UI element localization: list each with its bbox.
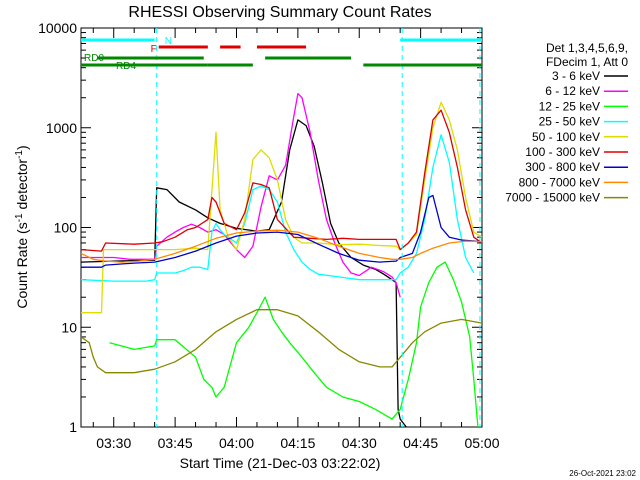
legend-label: 3 - 6 keV [552,69,600,83]
x-tick-marks [92,28,483,427]
attenuator-label: N [165,36,172,47]
footer-timestamp: 26-Oct-2021 23:02 [569,469,636,478]
x-tick-label: 03:30 [96,435,131,451]
legend-header-line-1: Det 1,3,4,5,6,9, [546,41,628,55]
y-tick-label: 100 [54,220,78,236]
legend-label: 50 - 100 keV [532,130,600,144]
chart-title: RHESSI Observing Summary Count Rates [128,4,431,21]
y-axis-label: Count Rate (s-1 detector-1) [14,145,31,308]
y-tick-label: 1 [69,419,77,435]
x-tick-label: 04:30 [342,435,377,451]
legend-label: 25 - 50 keV [539,115,600,129]
series-line [80,119,407,428]
legend-label: 6 - 12 keV [545,84,600,98]
x-tick-label: 04:15 [280,435,315,451]
legend-header-line-2: FDecim 1, Att 0 [546,55,628,69]
y-tick-labels: 1 10 100 1000 10000 [38,20,77,435]
attenuator-bars: NF RD0 RD4 [81,36,482,72]
legend-label: 800 - 7000 keV [519,175,600,189]
series-line [80,309,483,374]
series-line [80,109,483,252]
x-tick-label: 05:00 [464,435,499,451]
y-tick-label: 1000 [46,120,77,136]
series-line [81,101,483,314]
y-tick-label: 10000 [38,20,77,36]
x-tick-label: 04:45 [403,435,438,451]
series-line [109,261,479,428]
attenuator-label: F [151,44,157,55]
x-tick-label: 04:00 [219,435,254,451]
series-line [80,134,475,282]
attenuator-label: RD4 [116,61,136,72]
series-lines [80,92,483,428]
x-tick-label: 03:45 [158,435,193,451]
legend-label: 100 - 300 keV [525,145,600,159]
x-axis-label: Start Time (21-Dec-03 03:22:02) [180,455,381,471]
legend-label: 300 - 800 keV [525,160,600,174]
series-line [81,194,483,268]
legend-label: 7000 - 15000 keV [505,191,600,205]
series-line [81,92,401,298]
vertical-markers [156,28,481,427]
x-tick-labels: 03:30 03:45 04:00 04:15 04:30 04:45 05:00 [96,435,500,451]
y-tick-label: 10 [61,319,77,335]
attenuator-label: RD0 [84,53,104,64]
series-line [80,229,483,263]
legend: Det 1,3,4,5,6,9, FDecim 1, Att 0 3 - 6 k… [505,41,628,205]
legend-label: 12 - 25 keV [539,99,600,113]
